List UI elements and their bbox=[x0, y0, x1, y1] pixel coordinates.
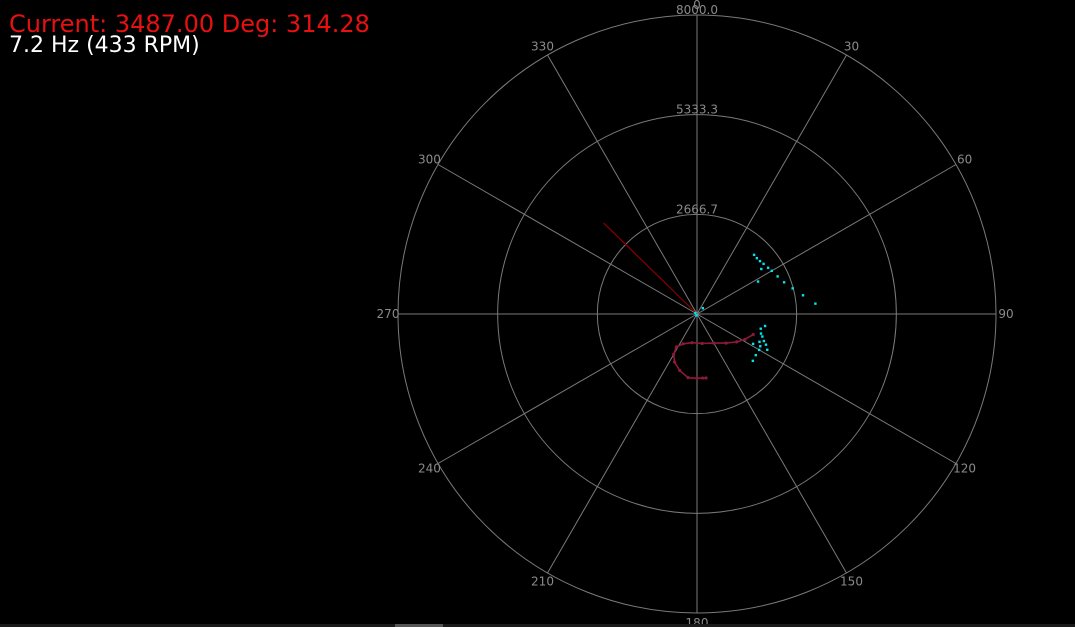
grid-spoke bbox=[547, 313, 698, 574]
scan-point bbox=[764, 343, 768, 346]
scan-point bbox=[761, 335, 764, 338]
scan-point bbox=[766, 348, 769, 352]
scan-point bbox=[791, 287, 794, 290]
scan-point bbox=[755, 256, 759, 260]
scan-point bbox=[801, 294, 805, 297]
grid-spoke bbox=[696, 313, 957, 464]
current-reading-text: Current: 3487.00 Deg: 314.28 bbox=[9, 10, 370, 38]
scan-point bbox=[766, 266, 770, 269]
angle-label: 90 bbox=[998, 307, 1013, 321]
angle-label: 270 bbox=[377, 307, 400, 321]
scan-point bbox=[763, 324, 767, 328]
scan-point bbox=[757, 348, 761, 352]
angle-label: 60 bbox=[957, 153, 972, 167]
ring-label: 5333.3 bbox=[676, 103, 718, 117]
scan-point bbox=[752, 253, 756, 257]
angle-label: 150 bbox=[840, 575, 863, 589]
bottom-scrollbar[interactable] bbox=[0, 624, 1075, 627]
scan-point bbox=[694, 311, 697, 315]
trail-line bbox=[672, 333, 754, 380]
scan-point bbox=[756, 280, 760, 283]
grid-spoke bbox=[696, 164, 957, 315]
angle-label: 210 bbox=[531, 575, 554, 589]
ring-label: 2666.7 bbox=[676, 202, 718, 216]
grid-spoke bbox=[437, 313, 698, 464]
angle-label: 30 bbox=[844, 39, 859, 53]
current-reading-ray bbox=[603, 222, 698, 315]
grid-spoke bbox=[696, 54, 847, 315]
scan-point bbox=[762, 262, 765, 266]
scan-point bbox=[701, 306, 705, 310]
scan-point bbox=[782, 281, 786, 284]
scan-point bbox=[776, 275, 779, 278]
grid-spoke bbox=[547, 54, 698, 315]
scan-point bbox=[751, 342, 755, 346]
scan-point bbox=[758, 259, 762, 263]
scan-point bbox=[759, 332, 763, 335]
scan-point bbox=[695, 314, 698, 317]
scan-point bbox=[754, 353, 757, 357]
grid-spoke bbox=[437, 164, 698, 315]
angle-label: 0 bbox=[693, 0, 701, 12]
frequency-rpm-text: 7.2 Hz (433 RPM) bbox=[9, 33, 200, 58]
scan-point bbox=[770, 269, 773, 273]
angle-label: 330 bbox=[531, 39, 554, 53]
scan-point bbox=[760, 267, 763, 271]
grid-spoke bbox=[696, 313, 847, 574]
scan-point bbox=[759, 327, 762, 330]
scan-point bbox=[751, 359, 755, 363]
ring-label: 8000.0 bbox=[676, 3, 718, 17]
angle-label: 120 bbox=[953, 462, 976, 476]
scrollbar-thumb[interactable] bbox=[395, 624, 443, 627]
angle-label: 180 bbox=[686, 616, 709, 627]
scan-point bbox=[814, 302, 817, 305]
angle-label: 300 bbox=[418, 153, 441, 167]
scan-point bbox=[762, 339, 766, 343]
scan-point bbox=[758, 340, 761, 344]
scan-point bbox=[759, 345, 762, 348]
angle-label: 240 bbox=[418, 462, 441, 476]
